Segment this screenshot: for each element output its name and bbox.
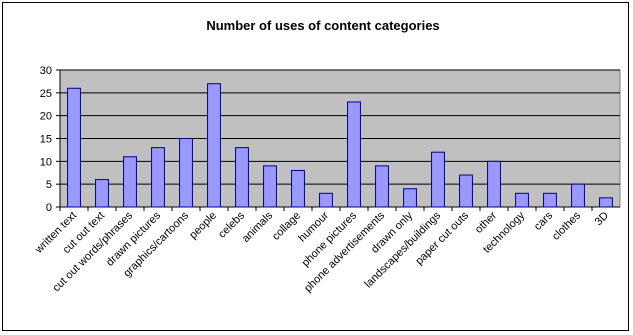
y-tick-label: 0 xyxy=(46,202,52,214)
bar xyxy=(123,156,137,208)
bar xyxy=(599,197,613,208)
bar xyxy=(431,151,445,208)
chart-title: Number of uses of content categories xyxy=(206,18,439,33)
bar-chart: Number of uses of content categories 0 5 1… xyxy=(32,18,621,295)
bar xyxy=(67,87,81,208)
x-category-label: animals xyxy=(240,209,276,245)
y-tick-label: 25 xyxy=(40,88,52,100)
bar xyxy=(235,147,249,208)
bar xyxy=(571,183,585,208)
x-category-label: people xyxy=(187,210,219,242)
bar xyxy=(403,188,417,208)
bar xyxy=(375,165,389,208)
x-category-label: clothes xyxy=(550,209,583,242)
bar xyxy=(179,138,193,208)
bar xyxy=(263,165,277,208)
y-tick-label: 15 xyxy=(40,134,52,146)
bar xyxy=(515,192,529,208)
y-tick-label: 5 xyxy=(46,179,52,191)
chart-frame: Number of uses of content categories 0 5 1… xyxy=(2,2,629,331)
x-category-label: 3D xyxy=(593,210,611,228)
bar xyxy=(319,192,333,208)
bar xyxy=(207,83,221,208)
y-tick-label: 10 xyxy=(40,156,52,168)
bar xyxy=(543,192,557,208)
bar xyxy=(347,101,361,208)
y-tick-label: 30 xyxy=(40,65,52,77)
bar xyxy=(151,147,165,208)
bar xyxy=(95,179,109,208)
bar xyxy=(459,174,473,208)
bar xyxy=(487,160,501,208)
x-category-label: cars xyxy=(532,209,556,233)
bar xyxy=(291,169,305,208)
y-tick-label: 20 xyxy=(40,111,52,123)
